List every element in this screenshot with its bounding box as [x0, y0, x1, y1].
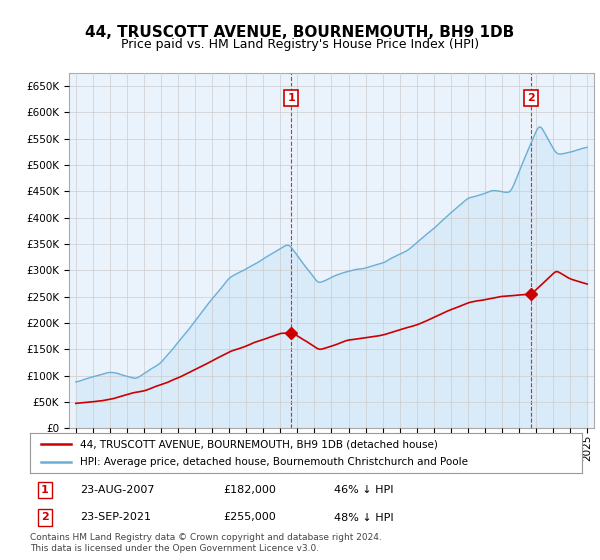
Text: 2: 2	[41, 512, 49, 522]
Text: 23-AUG-2007: 23-AUG-2007	[80, 486, 154, 496]
Text: Price paid vs. HM Land Registry's House Price Index (HPI): Price paid vs. HM Land Registry's House …	[121, 38, 479, 51]
Text: 1: 1	[41, 486, 49, 496]
Text: 23-SEP-2021: 23-SEP-2021	[80, 512, 151, 522]
Text: 46% ↓ HPI: 46% ↓ HPI	[334, 486, 393, 496]
Text: HPI: Average price, detached house, Bournemouth Christchurch and Poole: HPI: Average price, detached house, Bour…	[80, 458, 467, 467]
Text: £255,000: £255,000	[223, 512, 276, 522]
Text: 2: 2	[527, 93, 535, 102]
Text: 44, TRUSCOTT AVENUE, BOURNEMOUTH, BH9 1DB: 44, TRUSCOTT AVENUE, BOURNEMOUTH, BH9 1D…	[85, 25, 515, 40]
Text: 44, TRUSCOTT AVENUE, BOURNEMOUTH, BH9 1DB (detached house): 44, TRUSCOTT AVENUE, BOURNEMOUTH, BH9 1D…	[80, 439, 437, 449]
Text: £182,000: £182,000	[223, 486, 276, 496]
Text: 1: 1	[287, 93, 295, 102]
Text: Contains HM Land Registry data © Crown copyright and database right 2024.
This d: Contains HM Land Registry data © Crown c…	[30, 533, 382, 553]
Text: 48% ↓ HPI: 48% ↓ HPI	[334, 512, 393, 522]
